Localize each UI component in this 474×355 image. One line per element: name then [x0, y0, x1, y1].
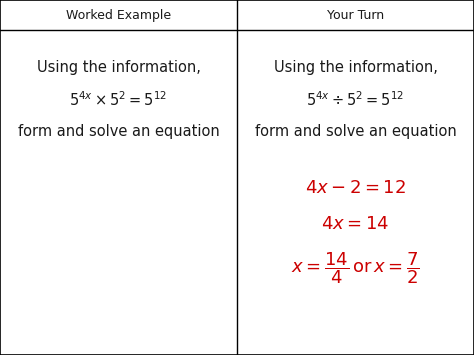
Text: $5^{4x} \times 5^{2} = 5^{12}$: $5^{4x} \times 5^{2} = 5^{12}$ — [69, 90, 168, 109]
Text: $x = \dfrac{14}{4}\,\mathrm{or}\,x = \dfrac{7}{2}$: $x = \dfrac{14}{4}\,\mathrm{or}\,x = \df… — [291, 250, 420, 286]
Text: $4x = 14$: $4x = 14$ — [321, 215, 390, 233]
Text: Your Turn: Your Turn — [327, 10, 384, 22]
Text: form and solve an equation: form and solve an equation — [255, 124, 456, 139]
Text: Worked Example: Worked Example — [66, 10, 171, 22]
Text: Using the information,: Using the information, — [36, 60, 201, 75]
Text: $4x - 2 = 12$: $4x - 2 = 12$ — [305, 179, 406, 197]
Text: form and solve an equation: form and solve an equation — [18, 124, 219, 139]
Text: $5^{4x} \div 5^{2} = 5^{12}$: $5^{4x} \div 5^{2} = 5^{12}$ — [306, 90, 405, 109]
Text: Using the information,: Using the information, — [273, 60, 438, 75]
